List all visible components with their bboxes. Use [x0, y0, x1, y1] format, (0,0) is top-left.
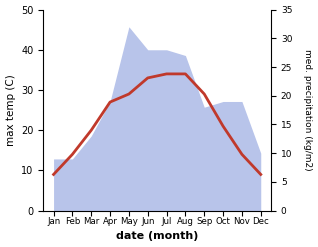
Y-axis label: max temp (C): max temp (C) — [5, 74, 16, 146]
Y-axis label: med. precipitation (kg/m2): med. precipitation (kg/m2) — [303, 49, 313, 171]
X-axis label: date (month): date (month) — [116, 231, 198, 242]
